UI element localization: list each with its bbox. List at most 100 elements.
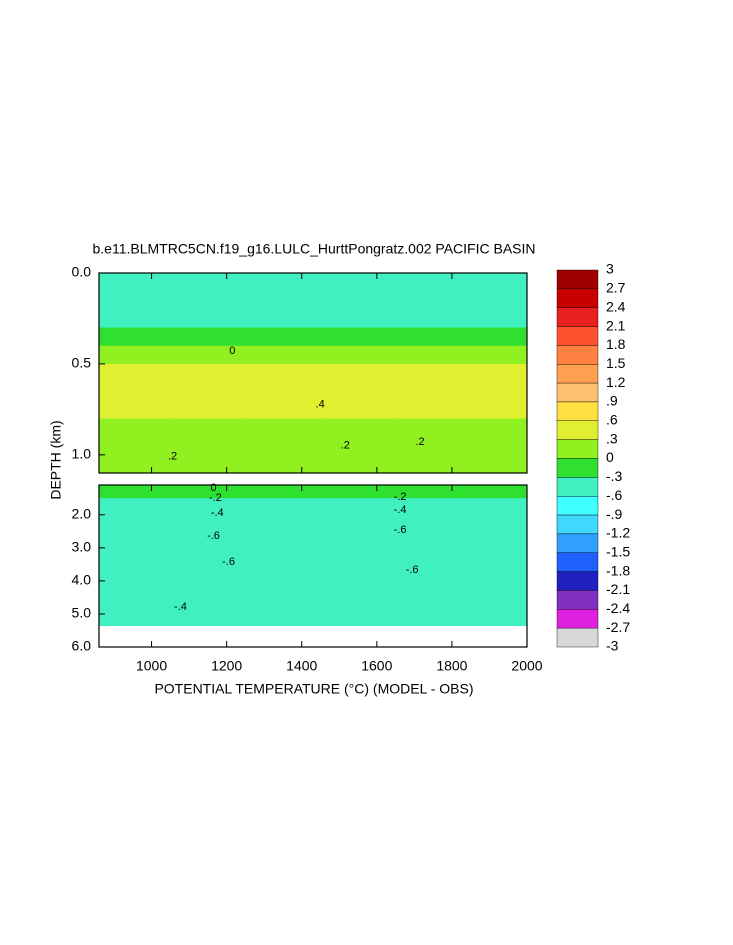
contour-cell bbox=[99, 363, 171, 383]
contour-cell bbox=[320, 382, 397, 401]
contour-cell bbox=[470, 327, 528, 347]
contour-cell bbox=[99, 597, 171, 615]
contour-cell bbox=[99, 531, 171, 549]
x-tick-label: 1600 bbox=[361, 658, 392, 674]
colorbar-label: -3 bbox=[606, 638, 619, 654]
contour-cell bbox=[99, 273, 171, 292]
contour-cell bbox=[470, 531, 528, 549]
contour-label: 0 bbox=[229, 345, 235, 357]
contour-cell bbox=[99, 291, 171, 310]
contour-cell bbox=[470, 400, 528, 419]
colorbar-label: 1.2 bbox=[606, 374, 626, 390]
contour-cell bbox=[470, 309, 528, 329]
y-tick-label: 0.5 bbox=[72, 355, 92, 371]
contour-label: 0 bbox=[210, 482, 216, 494]
contour-label: .2 bbox=[415, 436, 424, 448]
contour-label: -.4 bbox=[211, 507, 224, 519]
contour-label: -.2 bbox=[209, 492, 222, 504]
contour-cell bbox=[395, 514, 472, 532]
y-tick-label: 4.0 bbox=[72, 572, 92, 588]
colorbar-label: .9 bbox=[606, 393, 618, 409]
contour-cell bbox=[99, 327, 171, 347]
contour-cell bbox=[170, 547, 246, 565]
contour-cell bbox=[320, 400, 397, 419]
contour-cell bbox=[395, 564, 472, 582]
colorbar-band bbox=[556, 326, 599, 346]
colorbar-label: -.3 bbox=[606, 468, 623, 484]
colorbar-band bbox=[556, 514, 599, 535]
contour-cell bbox=[470, 613, 528, 627]
x-tick-label: 2000 bbox=[511, 658, 542, 674]
contour-cell bbox=[470, 514, 528, 532]
contour-label: -.4 bbox=[394, 504, 407, 516]
contour-cell bbox=[395, 418, 472, 438]
contour-label: -.6 bbox=[406, 564, 419, 576]
contour-cell bbox=[395, 291, 472, 310]
contour-cell bbox=[470, 363, 528, 383]
contour-cell bbox=[245, 436, 322, 456]
contour-cell bbox=[470, 485, 528, 499]
contour-cell bbox=[170, 418, 246, 438]
contour-cell bbox=[245, 400, 322, 419]
colorbar-label: 2.7 bbox=[606, 280, 626, 296]
contour-cell bbox=[320, 485, 397, 499]
contour-label: -.6 bbox=[394, 524, 407, 536]
contour-cell bbox=[245, 597, 322, 615]
contour-cell bbox=[245, 273, 322, 292]
contour-cell bbox=[395, 613, 472, 627]
colorbar-label: 1.8 bbox=[606, 336, 626, 352]
y-tick-label: 1.0 bbox=[72, 446, 92, 462]
contour-cell bbox=[320, 436, 397, 456]
contour-cell bbox=[99, 498, 171, 516]
contour-cell bbox=[170, 498, 246, 516]
chart-title: b.e11.BLMTRC5CN.f19_g16.LULC_HurttPongra… bbox=[92, 241, 535, 257]
panel-frame bbox=[98, 484, 528, 648]
colorbar-band bbox=[556, 345, 599, 365]
contour-cell bbox=[99, 613, 171, 627]
contour-cell bbox=[170, 345, 246, 365]
x-tick-label: 1000 bbox=[136, 658, 167, 674]
contour-cell bbox=[320, 363, 397, 383]
contour-cell bbox=[245, 363, 322, 383]
contour-cell bbox=[320, 613, 397, 627]
contour-cell bbox=[170, 454, 246, 474]
x-axis-title: POTENTIAL TEMPERATURE (°C) (MODEL - OBS) bbox=[154, 681, 473, 697]
contour-cell bbox=[320, 454, 397, 474]
contour-cell bbox=[320, 345, 397, 365]
contour-cell bbox=[245, 309, 322, 329]
contour-cell bbox=[170, 580, 246, 598]
contour-cell bbox=[99, 418, 171, 438]
contour-label: -.6 bbox=[207, 530, 220, 542]
contour-cell bbox=[320, 580, 397, 598]
x-tick-label: 1800 bbox=[436, 658, 467, 674]
contour-cell bbox=[170, 400, 246, 419]
colorbar-band bbox=[556, 533, 599, 553]
contour-cell bbox=[170, 613, 246, 627]
y-axis-title: DEPTH (km) bbox=[48, 420, 64, 499]
contour-cell bbox=[395, 327, 472, 347]
colorbar-band bbox=[556, 496, 599, 516]
colorbar-label: -.6 bbox=[606, 487, 623, 503]
y-tick-label: 5.0 bbox=[72, 605, 92, 621]
contour-cell bbox=[245, 485, 322, 499]
contour-cell bbox=[470, 345, 528, 365]
contour-cell bbox=[320, 418, 397, 438]
contour-cell bbox=[320, 498, 397, 516]
contour-cell bbox=[395, 531, 472, 549]
contour-cell bbox=[470, 597, 528, 615]
colorbar-band bbox=[556, 269, 599, 290]
colorbar-label: -1.2 bbox=[606, 525, 630, 541]
contour-cell bbox=[395, 485, 472, 499]
colorbar-band bbox=[556, 307, 599, 327]
contour-label: -.4 bbox=[174, 601, 187, 613]
contour-cell bbox=[470, 564, 528, 582]
contour-cell bbox=[395, 273, 472, 292]
colorbar-label: 2.4 bbox=[606, 298, 626, 314]
contour-cell bbox=[470, 498, 528, 516]
contour-cell bbox=[99, 345, 171, 365]
contour-cell bbox=[395, 345, 472, 365]
contour-cell bbox=[470, 382, 528, 401]
contour-cell bbox=[99, 309, 171, 329]
contour-cell bbox=[245, 382, 322, 401]
